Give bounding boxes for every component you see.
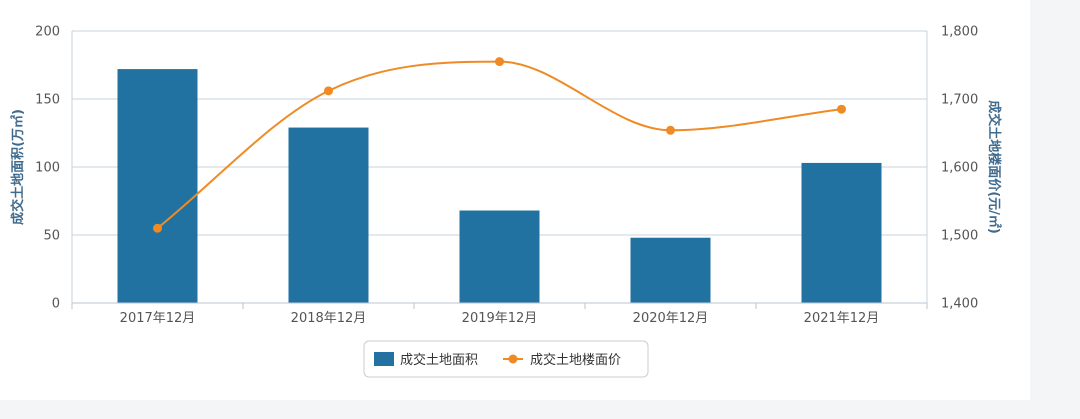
axes [71,31,928,309]
bar [630,237,711,303]
page-margin [1030,0,1080,400]
left-tick-label: 150 [35,93,60,108]
line-series [153,57,846,233]
legend-line-label[interactable]: 成交土地楼面价 [530,352,621,368]
left-tick-label: 0 [52,297,60,312]
left-tick-label: 100 [35,161,60,176]
left-tick-label: 200 [35,25,60,40]
right-tick-label: 1,500 [941,229,978,244]
line-point [837,104,846,114]
legend-line-marker [508,354,518,364]
bar [117,69,198,303]
bar [801,162,882,303]
right-axis-title: 成交土地楼面价(元/㎡) [986,100,1002,234]
line-path [156,60,842,229]
x-tick-label: 2019年12月 [462,311,538,326]
line-point [153,223,162,233]
right-tick-label: 1,600 [941,161,978,176]
left-tick-label: 50 [43,229,60,244]
x-tick-label: 2018年12月 [291,311,367,326]
line-point [495,57,504,67]
right-tick-label: 1,700 [941,93,978,108]
legend-bar-label[interactable]: 成交土地面积 [400,352,478,368]
tick-labels: 0 50 100 150 200 1,400 1,500 1,600 1,700 1,800 201… [35,25,978,327]
right-tick-label: 1,400 [941,297,978,312]
bar-series [117,69,882,303]
legend[interactable]: 成交土地面积 成交土地楼面价 [363,340,649,378]
x-tick-label: 2020年12月 [633,311,709,326]
right-tick-label: 1,800 [941,25,978,40]
line-point [666,125,675,135]
legend-bar-swatch [374,352,394,366]
x-tick-label: 2021年12月 [804,311,880,326]
line-point [324,86,333,96]
bar [459,210,540,303]
left-axis-title: 成交土地面积(万㎡) [10,109,26,225]
x-tick-label: 2017年12月 [120,311,196,326]
bar [288,127,369,303]
